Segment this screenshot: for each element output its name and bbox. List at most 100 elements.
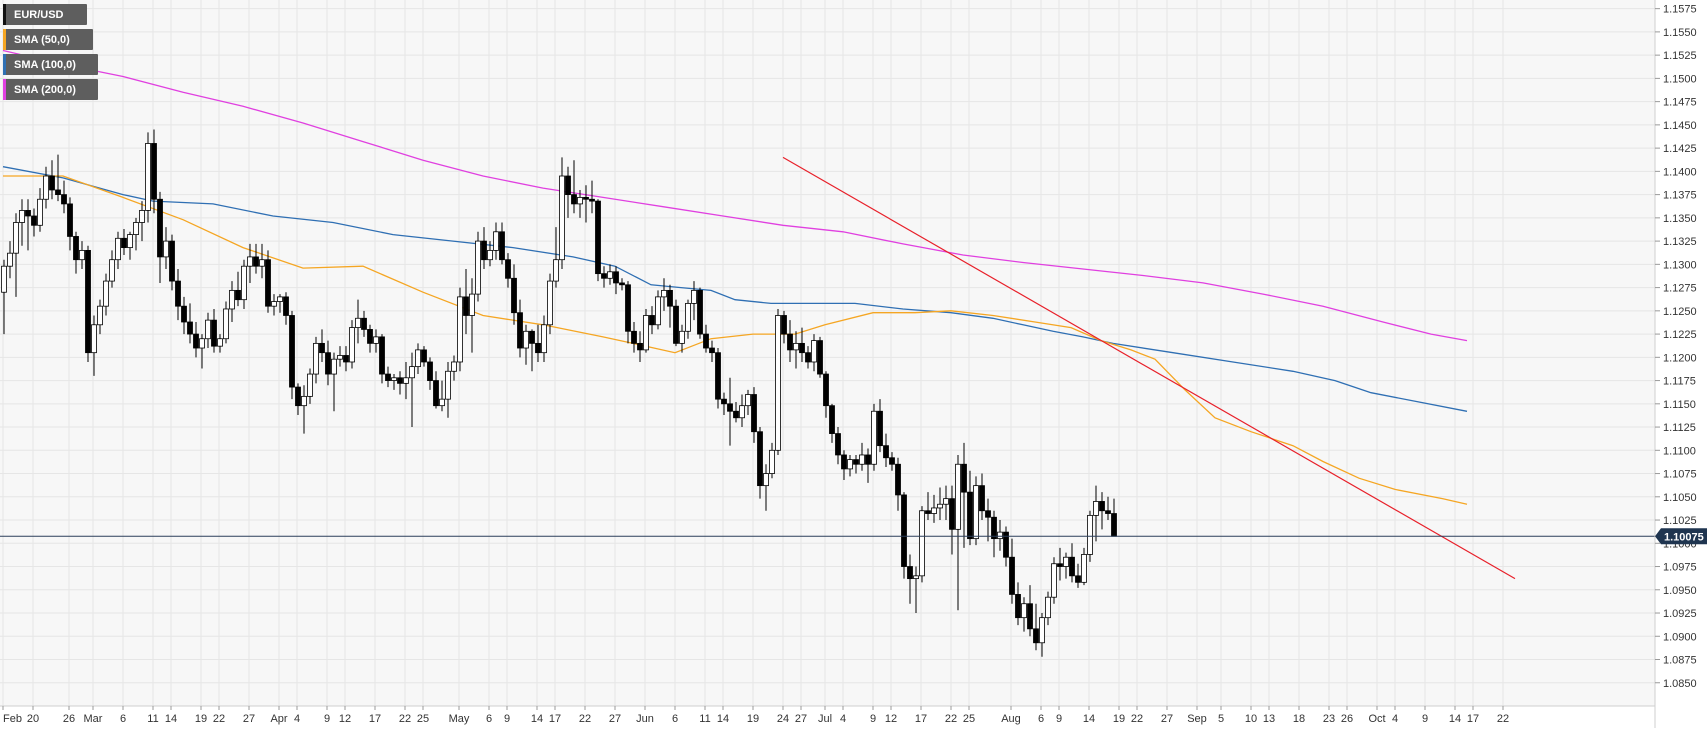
candle-body: [175, 280, 181, 307]
x-tick-label: 9: [504, 713, 510, 725]
candle-body: [487, 249, 493, 261]
x-tick-label: 27: [609, 713, 621, 725]
y-tick-label: 1.0975: [1663, 562, 1697, 574]
x-tick-label: 24: [777, 713, 789, 725]
x-tick-label: 4: [840, 713, 846, 725]
candle: [289, 310, 295, 400]
candle-body: [721, 398, 727, 405]
x-tick-label: Sep: [1187, 713, 1207, 725]
legend-item-sma200[interactable]: SMA (200,0): [3, 79, 98, 100]
x-tick-label: 27: [795, 713, 807, 725]
candle-body: [559, 175, 565, 261]
candle: [19, 199, 25, 246]
candle-body: [79, 249, 85, 261]
candle: [493, 222, 499, 260]
candle: [1081, 547, 1087, 586]
candle: [865, 448, 871, 483]
candle: [253, 243, 259, 274]
candle-body: [1027, 603, 1033, 630]
candle-body: [301, 395, 307, 407]
candle: [331, 352, 337, 412]
candle-body: [643, 315, 649, 351]
candle-body: [253, 256, 259, 267]
y-tick-label: 1.1525: [1663, 50, 1697, 62]
candle-body: [535, 342, 541, 354]
candle-body: [25, 210, 31, 217]
candle: [169, 234, 175, 291]
candle-body: [199, 338, 205, 349]
candle-body: [1045, 596, 1051, 619]
candle: [547, 273, 553, 335]
candle-body: [679, 330, 685, 344]
legend-item-sma100[interactable]: SMA (100,0): [3, 54, 98, 75]
candle: [103, 273, 109, 316]
candle: [301, 385, 307, 434]
candle: [223, 301, 229, 344]
candle-body: [595, 200, 601, 275]
x-tick-label: 22: [399, 713, 411, 725]
candle: [343, 346, 349, 372]
y-tick-label: 1.1375: [1663, 190, 1697, 202]
y-tick-label: 1.1075: [1663, 469, 1697, 481]
x-tick-label: 5: [1218, 713, 1224, 725]
x-tick-label: 17: [549, 713, 561, 725]
candle: [379, 334, 385, 384]
y-tick-label: 1.1250: [1663, 306, 1697, 318]
candle: [49, 160, 55, 200]
candle: [565, 166, 571, 218]
candle: [433, 371, 439, 409]
candle: [85, 245, 91, 362]
x-tick-label: 6: [486, 713, 492, 725]
y-tick-label: 1.0925: [1663, 608, 1697, 620]
candle: [883, 433, 889, 468]
candle-body: [565, 175, 571, 196]
candle-body: [901, 494, 907, 567]
candle-body: [7, 252, 13, 267]
candle-body: [781, 315, 787, 335]
x-tick-label: 9: [1056, 713, 1062, 725]
candle-body: [385, 373, 391, 381]
candle: [655, 290, 661, 330]
candle-body: [457, 296, 463, 363]
candle-body: [691, 289, 697, 304]
candle: [1045, 591, 1051, 626]
legend-item-eurusd[interactable]: EUR/USD: [3, 4, 87, 25]
candle-body: [211, 319, 217, 347]
x-tick-label: 26: [63, 713, 75, 725]
candle: [607, 264, 613, 285]
y-tick-label: 1.1425: [1663, 143, 1697, 155]
x-axis: Feb 20 26 Mar 6 11 14 19 22 27 Apr 4 9 12 17 22 25 May 6 9 1…: [0, 705, 1655, 725]
x-tick-label: Oct: [1368, 713, 1385, 725]
candle: [925, 492, 931, 521]
candle-body: [343, 355, 349, 363]
candle: [1009, 538, 1015, 604]
candle: [517, 299, 523, 358]
candle: [745, 389, 751, 415]
candle-body: [289, 315, 295, 388]
candle-body: [325, 352, 331, 375]
candle-body: [445, 370, 451, 400]
candle-body: [121, 237, 127, 249]
candle: [805, 346, 811, 369]
candle: [571, 160, 577, 214]
candle-body: [847, 459, 853, 470]
candle: [235, 271, 241, 307]
sma-100-path: [2, 166, 1468, 412]
candle-body: [391, 377, 397, 381]
y-tick-label: 1.1450: [1663, 120, 1697, 132]
legend-item-sma50[interactable]: SMA (50,0): [3, 29, 93, 50]
candle-body: [481, 240, 487, 261]
candle-body: [757, 431, 763, 487]
candle-body: [697, 289, 703, 335]
candle-body: [439, 398, 445, 407]
candle: [751, 387, 757, 443]
candle-body: [139, 210, 145, 223]
candle: [559, 157, 565, 269]
candle-body: [247, 256, 253, 267]
candle: [811, 334, 817, 372]
candle-body: [601, 273, 607, 279]
candle: [643, 308, 649, 353]
y-tick-label: 1.1150: [1663, 399, 1696, 411]
candle-body: [259, 259, 265, 267]
x-tick-label: 17: [915, 713, 927, 725]
